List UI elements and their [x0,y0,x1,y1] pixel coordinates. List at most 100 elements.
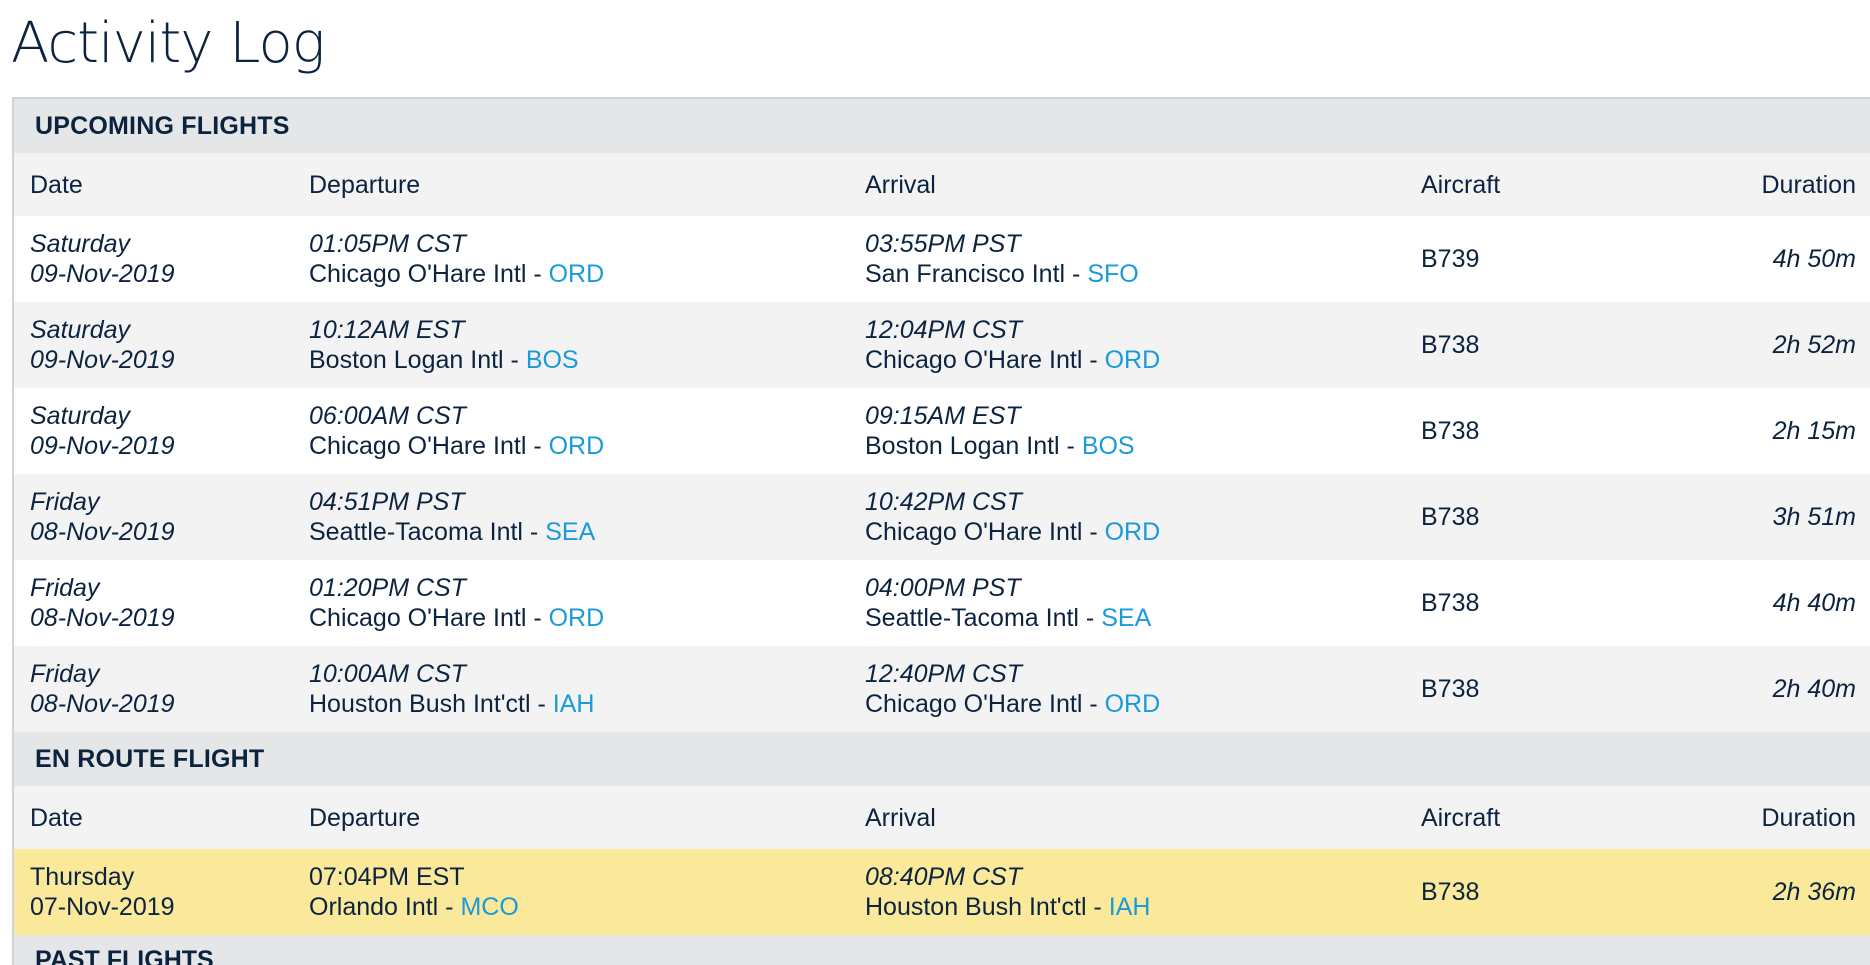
flight-duration: 2h 40m [1772,675,1856,703]
departure-time: 06:00AM CST [309,402,467,430]
flight-duration: 4h 50m [1772,245,1856,273]
column-header-departure: Departure [309,170,421,199]
departure-airport: Orlando Intl - [309,893,461,921]
arrival-time: 03:55PM PST [865,230,1021,258]
column-header-aircraft: Aircraft [1421,170,1501,199]
activity-log-table: UPCOMING FLIGHTS Date Departure Arrival … [12,97,1870,965]
flight-row[interactable]: Friday 08-Nov-2019 10:00AM CST Houston B… [14,646,1870,732]
column-header-date: Date [30,170,83,199]
arrival-airport-code-link[interactable]: SFO [1087,260,1139,288]
departure-airport: Seattle-Tacoma Intl - [309,518,546,546]
flight-aircraft: B738 [1421,417,1480,445]
flight-aircraft: B738 [1421,675,1480,703]
flight-row[interactable]: Friday 08-Nov-2019 04:51PM PST Seattle-T… [14,474,1870,560]
flight-date-value: 09-Nov-2019 [30,346,175,374]
departure-airport-code-link[interactable]: BOS [525,346,579,374]
flight-aircraft: B738 [1421,589,1480,617]
departure-airport-code-link[interactable]: ORD [548,604,605,632]
flight-day: Saturday [30,402,131,430]
arrival-time: 12:04PM CST [865,316,1023,344]
section-title-upcoming: UPCOMING FLIGHTS [14,99,1870,153]
flight-arrival: 03:55PM PST San Francisco Intl - SFO [865,216,1139,302]
departure-airport-code-link[interactable]: ORD [548,432,605,460]
column-header-date: Date [30,803,83,832]
departure-airport-code-link[interactable]: MCO [460,893,519,921]
arrival-airport-code-link[interactable]: ORD [1104,690,1161,718]
arrival-airport-code-link[interactable]: BOS [1081,432,1135,460]
flight-arrival: 10:42PM CST Chicago O'Hare Intl - ORD [865,474,1160,560]
flight-day: Saturday [30,230,131,258]
flight-departure: 10:00AM CST Houston Bush Int'ctl - IAH [309,646,594,732]
flight-date-value: 08-Nov-2019 [30,690,175,718]
flight-aircraft: B738 [1421,503,1480,531]
arrival-airport-code-link[interactable]: IAH [1108,893,1151,921]
flight-row[interactable]: Saturday 09-Nov-2019 01:05PM CST Chicago… [14,216,1870,302]
arrival-airport: Houston Bush Int'ctl - [865,893,1109,921]
departure-airport: Chicago O'Hare Intl - [309,432,549,460]
flight-date: Thursday 07-Nov-2019 [30,849,175,935]
flight-arrival: 12:04PM CST Chicago O'Hare Intl - ORD [865,302,1160,388]
enroute-flight-row[interactable]: Thursday 07-Nov-2019 07:04PM EST Orlando… [14,849,1870,935]
arrival-airport-code-link[interactable]: ORD [1104,518,1161,546]
flight-aircraft: B738 [1421,878,1480,906]
flight-day: Saturday [30,316,131,344]
departure-time: 01:20PM CST [309,574,467,602]
arrival-airport-code-link[interactable]: ORD [1104,346,1161,374]
flight-departure: 01:20PM CST Chicago O'Hare Intl - ORD [309,560,604,646]
arrival-airport-code-link[interactable]: SEA [1101,604,1152,632]
column-header-departure: Departure [309,803,421,832]
arrival-airport: Chicago O'Hare Intl - [865,690,1105,718]
flight-duration: 2h 15m [1772,417,1856,445]
column-header-arrival: Arrival [865,170,936,199]
section-title-past: PAST FLIGHTS [14,935,1870,965]
column-header-arrival: Arrival [865,803,936,832]
arrival-time: 09:15AM EST [865,402,1021,430]
flight-row[interactable]: Saturday 09-Nov-2019 06:00AM CST Chicago… [14,388,1870,474]
flight-arrival: 04:00PM PST Seattle-Tacoma Intl - SEA [865,560,1151,646]
flight-date-value: 08-Nov-2019 [30,604,175,632]
arrival-time: 12:40PM CST [865,660,1023,688]
flight-date: Saturday 09-Nov-2019 [30,216,175,302]
column-header-aircraft: Aircraft [1421,803,1501,832]
departure-airport: Boston Logan Intl - [309,346,526,374]
flight-duration: 2h 52m [1772,331,1856,359]
flight-aircraft: B739 [1421,245,1480,273]
flight-departure: 04:51PM PST Seattle-Tacoma Intl - SEA [309,474,595,560]
flight-duration: 3h 51m [1772,503,1856,531]
arrival-airport: Chicago O'Hare Intl - [865,346,1105,374]
flight-date: Friday 08-Nov-2019 [30,646,175,732]
departure-time: 04:51PM PST [309,488,465,516]
departure-time: 07:04PM EST [309,863,465,891]
arrival-airport: San Francisco Intl - [865,260,1088,288]
departure-time: 10:12AM EST [309,316,465,344]
flight-row[interactable]: Saturday 09-Nov-2019 10:12AM EST Boston … [14,302,1870,388]
departure-airport-code-link[interactable]: ORD [548,260,605,288]
departure-airport-code-link[interactable]: IAH [552,690,595,718]
flight-departure: 10:12AM EST Boston Logan Intl - BOS [309,302,579,388]
flight-duration: 4h 40m [1772,589,1856,617]
departure-airport-code-link[interactable]: SEA [545,518,596,546]
flight-arrival: 12:40PM CST Chicago O'Hare Intl - ORD [865,646,1160,732]
departure-airport: Chicago O'Hare Intl - [309,260,549,288]
column-header-duration: Duration [1761,170,1857,199]
flight-date: Saturday 09-Nov-2019 [30,388,175,474]
flight-date-value: 09-Nov-2019 [30,260,175,288]
flight-date: Friday 08-Nov-2019 [30,560,175,646]
arrival-airport: Seattle-Tacoma Intl - [865,604,1102,632]
section-title-past-label: PAST FLIGHTS [35,946,214,965]
column-header-row: Date Departure Arrival Aircraft Duration [14,786,1870,849]
column-header-row: Date Departure Arrival Aircraft Duration [14,153,1870,216]
flight-date-value: 09-Nov-2019 [30,432,175,460]
flight-date-value: 08-Nov-2019 [30,518,175,546]
arrival-airport: Chicago O'Hare Intl - [865,518,1105,546]
arrival-airport: Boston Logan Intl - [865,432,1082,460]
flight-day: Friday [30,660,100,688]
flight-row[interactable]: Friday 08-Nov-2019 01:20PM CST Chicago O… [14,560,1870,646]
flight-departure: 07:04PM EST Orlando Intl - MCO [309,849,519,935]
column-header-duration: Duration [1761,803,1857,832]
flight-date: Saturday 09-Nov-2019 [30,302,175,388]
flight-aircraft: B738 [1421,331,1480,359]
departure-airport: Houston Bush Int'ctl - [309,690,553,718]
departure-time: 10:00AM CST [309,660,467,688]
page-title: Activity Log [11,11,325,76]
